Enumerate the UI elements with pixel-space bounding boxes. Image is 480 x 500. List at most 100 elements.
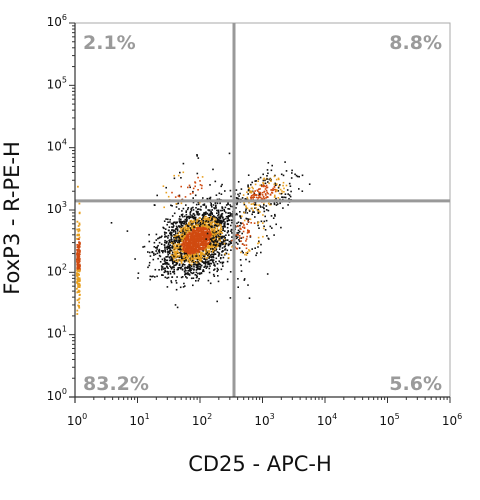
event-dot xyxy=(77,245,79,248)
event-dot xyxy=(202,219,205,222)
event-dot xyxy=(257,221,260,223)
event-dot xyxy=(183,220,185,223)
event-dot xyxy=(186,219,188,221)
event-dot xyxy=(174,229,176,232)
event-dot xyxy=(200,253,203,256)
event-dot xyxy=(295,174,298,177)
event-dot xyxy=(221,237,223,240)
event-dot xyxy=(78,228,80,231)
event-dot xyxy=(256,209,259,211)
event-dot xyxy=(183,229,186,231)
event-dot xyxy=(206,212,209,215)
event-dot xyxy=(208,226,210,228)
event-dot xyxy=(164,269,166,272)
event-dot xyxy=(200,237,203,239)
event-dot xyxy=(218,192,221,195)
event-dot xyxy=(216,209,218,212)
event-dot xyxy=(173,251,175,253)
event-dot xyxy=(280,226,282,229)
event-dot xyxy=(182,215,184,218)
event-dot xyxy=(198,249,201,251)
x-tick-label: 105 xyxy=(379,412,399,428)
event-dot xyxy=(173,237,175,239)
event-dot xyxy=(76,267,79,270)
event-dot xyxy=(296,175,299,178)
event-dot xyxy=(186,246,189,248)
event-dot xyxy=(172,231,175,233)
event-dot xyxy=(180,240,183,243)
event-dot xyxy=(198,220,201,222)
event-dot xyxy=(203,248,206,251)
event-dot xyxy=(190,240,192,242)
event-dot xyxy=(224,248,227,250)
event-dot xyxy=(189,238,191,240)
event-dot xyxy=(172,249,175,251)
event-dot xyxy=(178,263,181,265)
event-dot xyxy=(216,263,219,265)
event-dot xyxy=(155,250,157,252)
event-dot xyxy=(78,229,81,232)
event-dot xyxy=(223,246,226,248)
event-dot xyxy=(187,233,189,235)
event-dot xyxy=(202,222,204,225)
event-dot xyxy=(147,251,149,253)
event-dot xyxy=(198,213,201,215)
event-dot xyxy=(200,248,203,251)
event-dot xyxy=(213,263,216,266)
event-dot xyxy=(280,173,283,176)
event-dot xyxy=(192,187,195,190)
event-dot xyxy=(239,192,241,195)
event-dot xyxy=(227,244,230,247)
event-dot xyxy=(254,194,256,196)
event-dot xyxy=(196,208,199,211)
event-dot xyxy=(245,244,248,246)
event-dot xyxy=(181,233,183,235)
event-dot xyxy=(206,218,209,220)
event-dot xyxy=(228,152,231,155)
event-dot xyxy=(76,263,79,266)
event-dot xyxy=(172,223,174,226)
event-dot xyxy=(169,241,172,244)
event-dot xyxy=(217,269,219,271)
event-dot xyxy=(215,236,218,239)
event-dot xyxy=(285,184,288,187)
event-dot xyxy=(206,235,209,237)
event-dot xyxy=(191,267,193,270)
event-dot xyxy=(248,260,251,263)
event-dot xyxy=(260,220,263,223)
event-dot xyxy=(206,265,209,268)
event-dot xyxy=(201,234,203,236)
event-dot xyxy=(212,255,214,258)
event-dot xyxy=(161,267,163,269)
event-dot xyxy=(169,244,172,246)
event-dot xyxy=(206,229,209,232)
event-dot xyxy=(200,264,203,267)
event-dot xyxy=(164,233,166,235)
event-dot xyxy=(208,262,210,264)
event-dot xyxy=(230,228,233,231)
event-dot xyxy=(289,195,292,198)
event-dot xyxy=(205,207,207,209)
event-dot xyxy=(184,266,186,269)
event-dot xyxy=(235,234,238,236)
event-dot xyxy=(176,228,179,230)
event-dot xyxy=(287,204,289,206)
event-dot xyxy=(279,184,281,186)
event-dot xyxy=(208,253,210,255)
event-dot xyxy=(250,183,252,186)
event-dot xyxy=(197,265,199,267)
event-dot xyxy=(194,237,196,240)
event-dot xyxy=(227,215,229,218)
event-dot xyxy=(238,230,241,233)
event-dot xyxy=(175,222,177,225)
event-dot xyxy=(221,251,223,253)
event-dot xyxy=(263,210,266,213)
event-dot xyxy=(173,254,176,257)
event-dot xyxy=(177,239,179,242)
event-dot xyxy=(196,252,199,255)
event-dot xyxy=(229,204,231,206)
event-dot xyxy=(267,192,269,195)
event-dot xyxy=(190,254,192,256)
event-dot xyxy=(203,261,205,263)
x-tick-label: 104 xyxy=(317,412,337,428)
